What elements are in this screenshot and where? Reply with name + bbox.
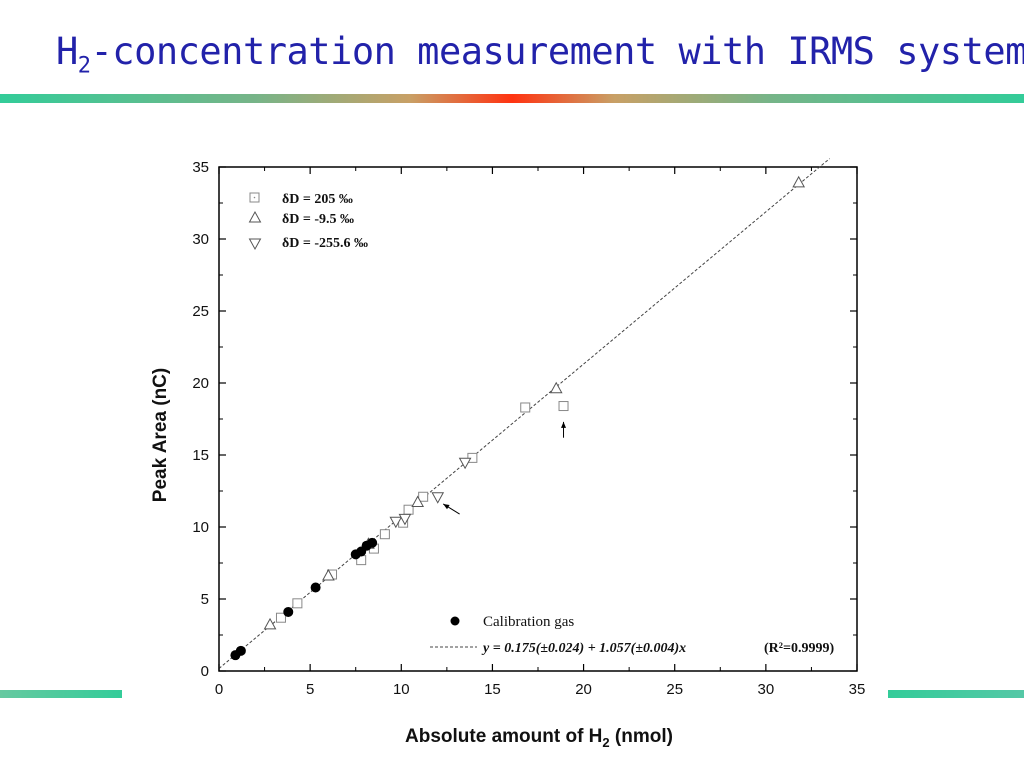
legend-label-9-5: δD = -9.5 ‰ [282, 212, 354, 227]
data-point-square [418, 491, 429, 502]
title-divider [0, 94, 1024, 103]
x-tick-label: 0 [215, 681, 223, 698]
y-axis-title: Peak Area (nC) [150, 368, 171, 502]
y-tick-label: 35 [192, 159, 209, 176]
fit-r-squared: (R²=0.9999) [764, 641, 834, 656]
page-title: H2-concentration measurement with IRMS s… [56, 30, 1024, 78]
y-tick-label: 25 [192, 303, 209, 320]
data-point-triangle-down [458, 457, 472, 470]
y-tick-label: 10 [192, 519, 209, 536]
footer-rule-left [0, 690, 122, 698]
x-tick-label: 10 [393, 681, 410, 698]
data-point-triangle-down [431, 492, 445, 504]
data-point-square [379, 529, 390, 540]
legend-label-205: δD = 205 ‰ [282, 192, 353, 207]
y-tick-label: 20 [192, 375, 209, 392]
data-point-triangle-down [398, 513, 412, 526]
x-tick-label: 20 [575, 681, 592, 698]
x-tick-label: 25 [666, 681, 683, 698]
y-tick-label: 0 [201, 663, 209, 680]
title-subscript: 2 [77, 53, 91, 79]
title-main: H [56, 30, 78, 73]
x-axis-title: Absolute amount of H2 (nmol) [405, 726, 673, 750]
data-point-calibration [283, 606, 294, 617]
x-tick-label: 30 [758, 681, 775, 698]
y-tick-label: 15 [192, 447, 209, 464]
legend-square-marker [249, 192, 260, 203]
data-point-triangle-up [411, 495, 425, 508]
data-point-triangle-up [322, 568, 335, 581]
data-point-square [292, 598, 303, 609]
legend-label-calibration: Calibration gas [483, 614, 574, 630]
x-tick-label: 35 [849, 681, 866, 698]
fit-equation: y = 0.175(±0.024) + 1.057(±0.004)x [481, 641, 686, 656]
data-point-triangle-up [792, 175, 806, 188]
annotation-arrow-head [561, 421, 567, 428]
legend-label-255-6: δD = -255.6 ‰ [282, 236, 368, 251]
y-tick-label: 30 [192, 231, 209, 248]
legend-top: δD = 205 ‰ δD = -9.5 ‰ δD = -255.6 ‰ [248, 192, 368, 251]
legend-triangle-up-marker [248, 210, 262, 223]
title-rest: -concentration measurement with IRMS sys… [90, 30, 1024, 73]
data-point-calibration [310, 582, 321, 593]
annotation-arrow-head [443, 503, 450, 510]
data-point-square [520, 402, 531, 413]
fit-line [218, 158, 830, 669]
data-point-triangle-up [263, 617, 277, 630]
data-point-calibration [367, 537, 378, 548]
footer-rule-right [888, 690, 1024, 698]
x-tick-label: 15 [484, 681, 501, 698]
data-point-triangle-down [389, 516, 403, 529]
data-point-square [558, 401, 569, 412]
data-point-calibration [235, 645, 246, 656]
legend-triangle-down-marker [248, 238, 262, 251]
x-tick-label: 5 [306, 681, 314, 698]
legend-bottom: Calibration gas y = 0.175(±0.024) + 1.05… [430, 614, 834, 656]
data-point-square [275, 612, 286, 623]
data-point-triangle-up [549, 381, 563, 394]
y-tick-label: 5 [201, 591, 209, 608]
legend-filled-circle-marker [450, 616, 460, 626]
